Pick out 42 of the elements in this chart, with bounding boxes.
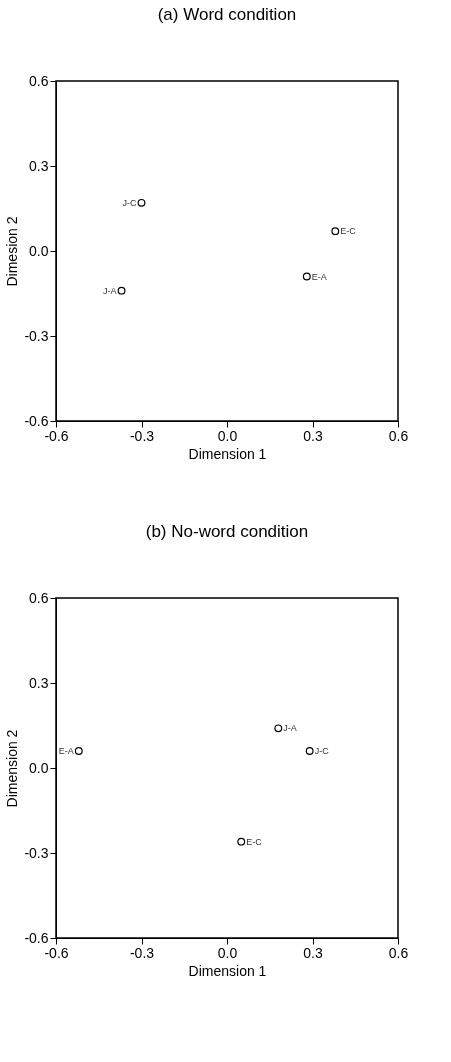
y-tick-label: 0.6 <box>29 72 49 89</box>
point <box>74 747 83 755</box>
y-axis-title: Dimesion 2 <box>4 216 21 287</box>
x-axis-title: Dimension 1 <box>188 445 267 462</box>
point <box>117 286 126 295</box>
annotation: J-A <box>103 285 117 296</box>
y-tick-label: 0.0 <box>29 242 49 259</box>
point <box>137 198 146 207</box>
y-axis-title: Dimension 2 <box>4 729 21 808</box>
x-tick-label: 0.3 <box>303 944 323 961</box>
x-tick-label: -0.6 <box>44 427 69 444</box>
annotation: J-A <box>283 723 297 734</box>
annotation: J-C <box>314 746 330 756</box>
y-tick-label: 0.0 <box>29 759 49 776</box>
point <box>305 747 314 755</box>
x-tick-label: 0.0 <box>217 427 238 444</box>
annotation: E-C <box>246 836 263 847</box>
annotation: E-A <box>311 271 327 282</box>
point <box>331 227 340 236</box>
x-tick-label: 0.0 <box>217 944 238 961</box>
x-tick-label: -0.3 <box>129 427 155 444</box>
x-tick-label: -0.6 <box>44 944 69 961</box>
y-tick-label: -0.3 <box>24 327 49 344</box>
x-tick-label: 0.6 <box>388 944 409 961</box>
y-tick-label: 0.3 <box>29 674 49 691</box>
annotation: J-C <box>122 197 137 208</box>
y-tick-label: -0.6 <box>24 412 49 429</box>
y-tick-label: 0.6 <box>29 589 49 606</box>
x-tick-label: 0.6 <box>388 427 409 444</box>
x-axis-title: Dimension 1 <box>188 962 267 979</box>
point <box>274 724 283 733</box>
point <box>237 837 246 846</box>
annotation: E-C <box>340 226 357 237</box>
y-tick-label: -0.6 <box>24 929 49 946</box>
x-tick-label: 0.3 <box>303 427 323 444</box>
annotation: E-A <box>58 746 74 756</box>
x-tick-label: -0.3 <box>129 944 155 961</box>
chart-title: (b) No-word condition <box>145 522 309 541</box>
point <box>302 272 311 281</box>
y-tick-label: -0.3 <box>24 844 49 861</box>
y-tick-label: 0.3 <box>29 157 49 174</box>
chart-title: (a) Word condition <box>157 5 297 24</box>
